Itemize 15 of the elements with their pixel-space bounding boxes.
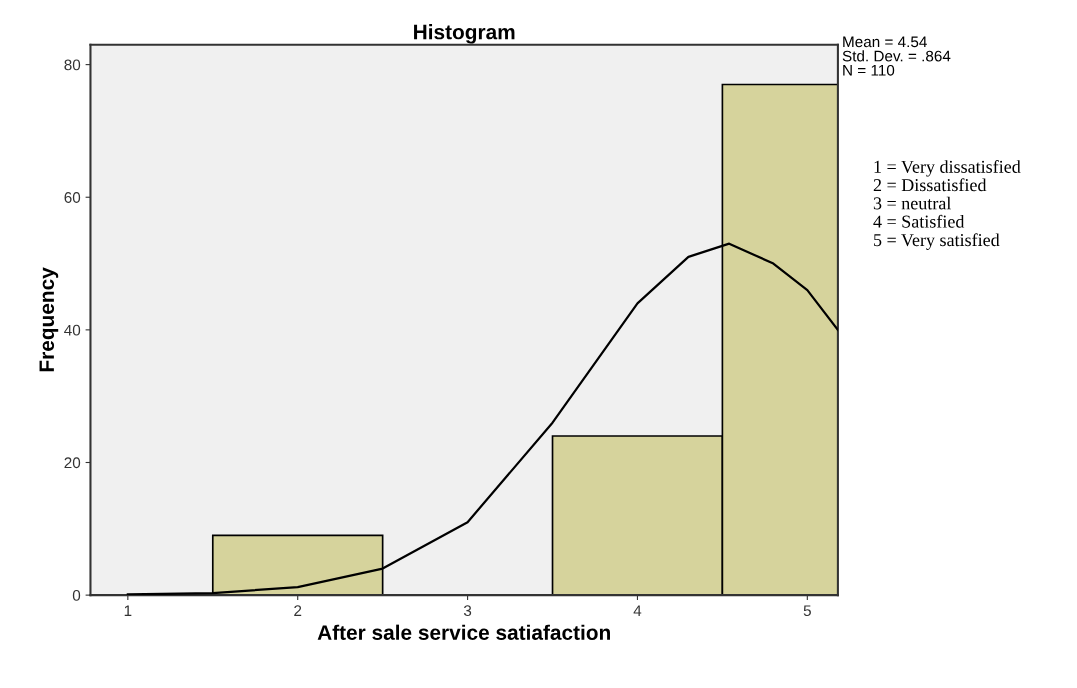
x-tick-label: 3 [463, 605, 472, 617]
chart-title: Histogram [414, 24, 515, 44]
y-tick-label: 40 [64, 324, 81, 336]
x-axis-title: After sale service satiafaction [317, 624, 610, 640]
y-tick-label: 0 [72, 589, 81, 601]
text: 1 = Very dissatisfied 2 = Dissatisfied 3 = neutral 4 = Satisfied 5 = Very satisfied [873, 160, 1021, 250]
text: Mean = 4.54 Std. Dev. = .864 N = 110 [842, 36, 951, 76]
x-tick-label: 4 [633, 605, 642, 616]
y-tick-label: 20 [64, 457, 81, 469]
y-tick-label: 60 [64, 192, 81, 203]
y-tick-label: 80 [64, 59, 81, 71]
x-tick-label: 1 [124, 605, 132, 616]
y-axis-title: Frequency [39, 267, 59, 372]
x-tick-label: 5 [803, 605, 811, 617]
x-tick-label: 2 [294, 605, 302, 616]
